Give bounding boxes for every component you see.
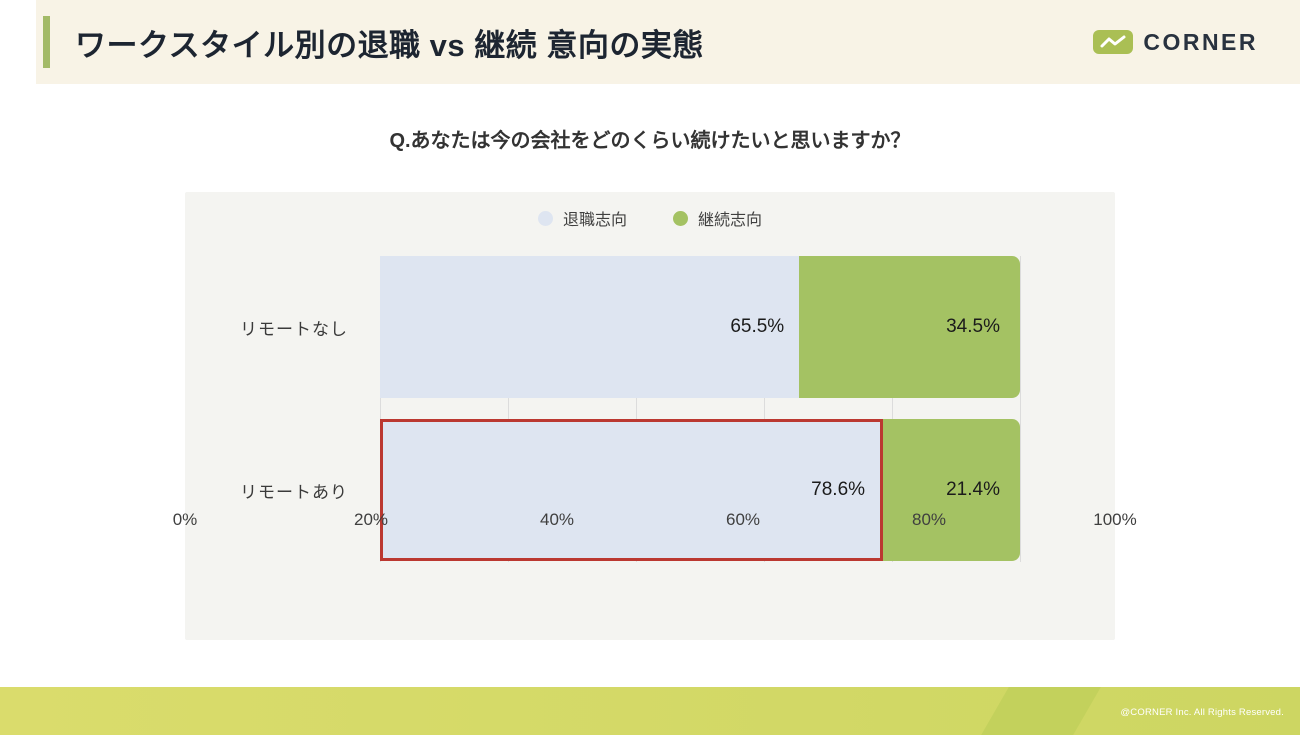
highlighted-bar-segment: 78.6% <box>380 419 884 561</box>
chart-plot-area: 65.5% 34.5% リモートなし 78.6% 21.4% リモートあり <box>240 256 1021 562</box>
bar-segment: 34.5% <box>799 256 1020 398</box>
axis-tick-label: 80% <box>911 510 947 529</box>
data-label: 34.5% <box>946 316 1000 337</box>
legend-dot-icon <box>673 210 688 226</box>
page-title: ワークスタイル別の退職 vs 継続 意向の実態 <box>75 27 704 63</box>
category-label: リモートなし <box>240 319 348 339</box>
gridline <box>892 256 893 562</box>
survey-question: Q.あなたは今の会社をどのくらい続けたいと思いますか？ <box>389 130 911 152</box>
data-label: 78.6% <box>811 479 866 500</box>
gridline <box>380 256 381 562</box>
legend-label: 継続志向 <box>698 212 763 229</box>
corner-logo-icon <box>1093 30 1134 54</box>
legend-label: 退職志向 <box>562 212 627 229</box>
chart-panel: 退職志向 継続志向 65.5% 34.5% リモートなし 78.6% 21.4% リモートあ… <box>173 192 1137 640</box>
bar-segment: 21.4% <box>883 419 1020 561</box>
bar-segment: 65.5% <box>380 256 800 398</box>
gridline <box>764 256 765 562</box>
x-axis: 0% 20% 40% 60% 80% 100% <box>173 510 1137 534</box>
footer-diagonal-band <box>974 687 1108 735</box>
axis-tick-label: 100% <box>1093 510 1137 529</box>
bar-row: 65.5% 34.5% リモートなし <box>240 256 1020 398</box>
data-label: 65.5% <box>730 316 785 337</box>
gridline <box>636 256 637 562</box>
title-accent-bar <box>43 16 50 68</box>
legend-dot-icon <box>537 210 553 226</box>
chart-legend: 退職志向 継続志向 <box>185 206 1115 230</box>
header-bar: ワークスタイル別の退職 vs 継続 意向の実態 CORNER <box>36 0 1300 84</box>
corner-logo: CORNER <box>1093 29 1258 56</box>
gridline <box>508 256 509 562</box>
category-label: リモートあり <box>240 482 348 502</box>
data-label: 21.4% <box>946 479 1000 500</box>
axis-tick-label: 0% <box>172 510 198 529</box>
legend-item: 退職志向 <box>537 206 627 230</box>
footer-bar: @CORNER Inc. All Rights Reserved. <box>0 687 1300 735</box>
copyright-text: @CORNER Inc. All Rights Reserved. <box>1120 707 1284 718</box>
axis-tick-label: 40% <box>539 510 575 529</box>
gridline <box>1020 256 1021 562</box>
legend-item: 継続志向 <box>673 206 762 230</box>
corner-logo-text: CORNER <box>1143 28 1258 55</box>
axis-tick-label: 20% <box>353 510 389 529</box>
axis-tick-label: 60% <box>725 510 761 529</box>
bar-row: 78.6% 21.4% リモートあり <box>240 419 1020 561</box>
